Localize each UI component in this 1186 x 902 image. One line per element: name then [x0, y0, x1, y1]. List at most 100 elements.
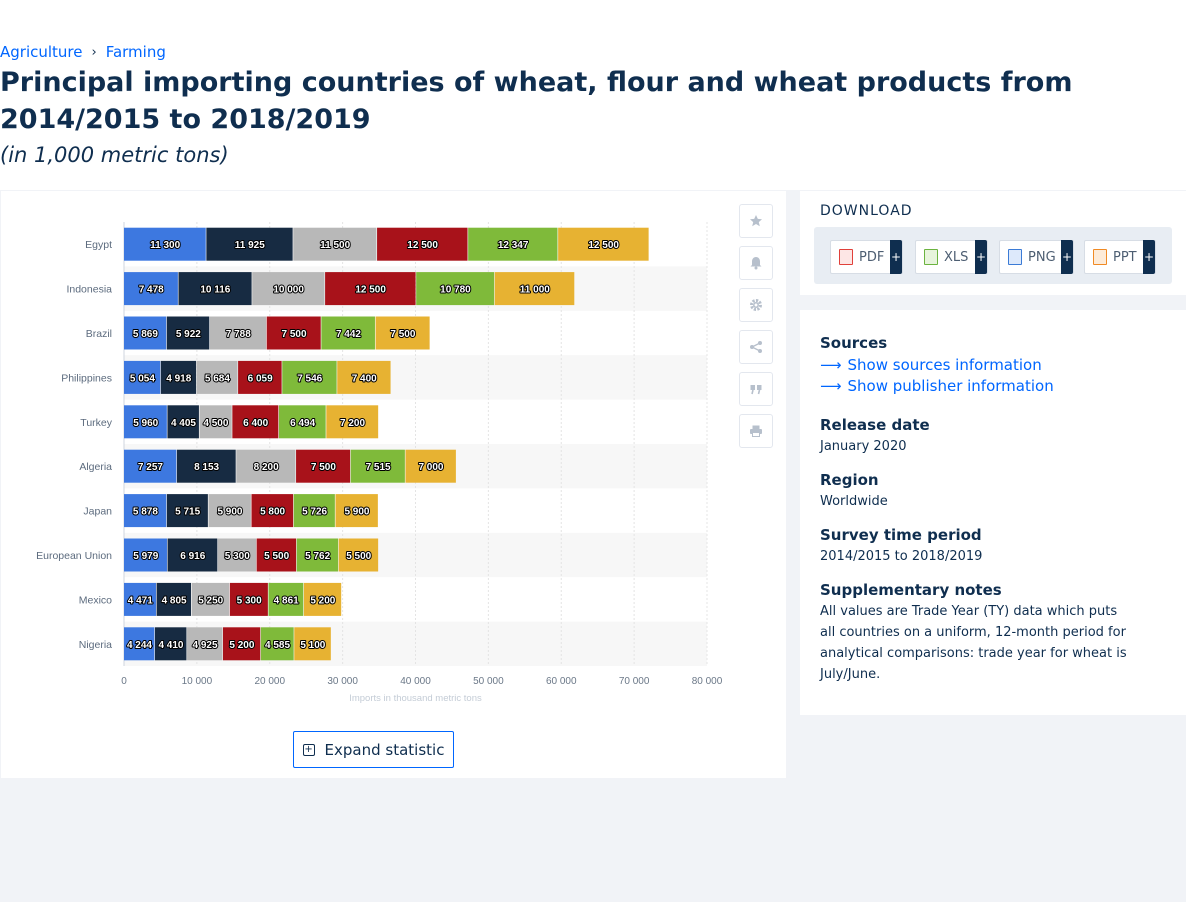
- xls-file-icon: [924, 249, 938, 265]
- bar-segment: [236, 449, 296, 483]
- data-label: 6 059: [248, 373, 273, 384]
- bar-segment: [338, 538, 379, 572]
- breadcrumb-separator: ›: [91, 44, 97, 60]
- notes-value: All values are Trade Year (TY) data whic…: [820, 604, 1127, 682]
- download-ppt-button[interactable]: PPT +: [1084, 240, 1156, 274]
- ppt-file-icon: [1093, 249, 1107, 265]
- bar-segment: [256, 538, 297, 572]
- ppt-label: PPT: [1113, 249, 1137, 265]
- page-subtitle: (in 1,000 metric tons): [0, 143, 229, 167]
- download-heading: DOWNLOAD: [820, 203, 913, 219]
- bar-segment: [229, 582, 268, 616]
- cite-button[interactable]: [739, 372, 773, 406]
- x-tick-label: 20 000: [254, 676, 285, 687]
- bar-segment: [293, 227, 377, 261]
- data-label: 4 410: [158, 640, 183, 651]
- bar-segment: [375, 316, 430, 350]
- bar-segment: [494, 272, 575, 306]
- release-value: January 2020: [820, 439, 907, 454]
- bar-segment: [124, 405, 167, 439]
- data-label: 12 500: [588, 240, 619, 251]
- settings-button[interactable]: [739, 288, 773, 322]
- survey-section: Survey time period 2014/2015 to 2018/201…: [820, 526, 1140, 567]
- info-card: Sources ⟶ Show sources information ⟶ Show …: [800, 310, 1186, 715]
- bar-segment: [124, 627, 155, 661]
- breadcrumb-farming[interactable]: Farming: [105, 43, 166, 61]
- sources-section: Sources ⟶ Show sources information ⟶ Show …: [820, 334, 1140, 395]
- data-label: 5 100: [300, 640, 325, 651]
- notification-button[interactable]: [739, 246, 773, 280]
- bar-segment: [206, 227, 293, 261]
- expand-statistic-button[interactable]: + Expand statistic: [293, 731, 454, 768]
- chart-toolbar: [739, 204, 773, 456]
- data-label: 5 250: [198, 595, 223, 606]
- x-tick-label: 30 000: [327, 676, 358, 687]
- bar-segment: [268, 582, 304, 616]
- bar-segment: [238, 360, 282, 394]
- chart-card: 11 300 11 925 11 500 12 500 12 347 12 500 Egyp…: [1, 191, 786, 778]
- bar-segment: [217, 538, 256, 572]
- survey-value: 2014/2015 to 2018/2019: [820, 549, 983, 564]
- bar-segment: [405, 449, 456, 483]
- x-tick-label: 40 000: [400, 676, 431, 687]
- data-label: 7 500: [311, 462, 336, 473]
- show-sources-link[interactable]: ⟶ Show sources information: [820, 356, 1140, 374]
- x-axis-title: Imports in thousand metric tons: [349, 693, 482, 704]
- print-button[interactable]: [739, 414, 773, 448]
- arrow-right-icon: ⟶: [820, 356, 842, 374]
- category-label: Mexico: [79, 594, 112, 606]
- bar-segment: [377, 227, 468, 261]
- notes-heading: Supplementary notes: [820, 581, 1002, 599]
- bar-segment: [296, 449, 351, 483]
- data-label: 12 347: [498, 240, 529, 251]
- bar-segment: [196, 360, 238, 394]
- star-icon: [750, 215, 762, 227]
- data-label: 7 500: [390, 329, 415, 340]
- bar-segment: [303, 582, 342, 616]
- data-label: 7 500: [281, 329, 306, 340]
- bar-segment: [176, 449, 236, 483]
- download-xls-button[interactable]: XLS +: [915, 240, 988, 274]
- data-label: 5 979: [133, 551, 158, 562]
- breadcrumb-agriculture[interactable]: Agriculture: [0, 43, 83, 61]
- data-label: 7 200: [340, 418, 365, 429]
- category-label: Philippines: [61, 372, 112, 384]
- bar-segment: [154, 627, 187, 661]
- region-heading: Region: [820, 471, 879, 489]
- bar-segment: [124, 360, 161, 394]
- bar-segment: [260, 627, 294, 661]
- data-label: 5 200: [229, 640, 254, 651]
- bar-segment: [160, 360, 197, 394]
- category-label: Indonesia: [66, 284, 112, 296]
- bar-segment: [558, 227, 649, 261]
- region-section: Region Worldwide: [820, 471, 1140, 512]
- xls-plus: +: [975, 240, 987, 274]
- download-pdf-button[interactable]: PDF +: [830, 240, 903, 274]
- data-label: 7 546: [297, 373, 322, 384]
- data-label: 4 805: [162, 595, 187, 606]
- data-label: 11 000: [520, 285, 550, 296]
- data-label: 5 726: [302, 507, 327, 518]
- data-label: 5 878: [133, 507, 158, 518]
- header-area: [0, 0, 1186, 190]
- category-label: Brazil: [86, 328, 112, 340]
- data-label: 5 300: [237, 595, 262, 606]
- data-label: 10 780: [440, 285, 471, 296]
- data-label: 4 925: [192, 640, 217, 651]
- download-bar: PDF + XLS + PNG + PPT +: [814, 227, 1172, 284]
- download-png-button[interactable]: PNG +: [999, 240, 1074, 274]
- bar-segment: [124, 538, 167, 572]
- data-label: 4 918: [166, 373, 191, 384]
- category-label: European Union: [36, 550, 112, 562]
- show-publisher-link[interactable]: ⟶ Show publisher information: [820, 377, 1140, 395]
- share-button[interactable]: [739, 330, 773, 364]
- release-heading: Release date: [820, 416, 930, 434]
- data-label: 10 000: [273, 285, 304, 296]
- category-label: Nigeria: [79, 639, 112, 651]
- expand-icon: +: [302, 743, 315, 756]
- favorite-button[interactable]: [739, 204, 773, 238]
- data-label: 8 153: [194, 462, 219, 473]
- data-label: 6 494: [290, 418, 315, 429]
- category-label: Japan: [83, 506, 112, 518]
- data-label: 5 715: [175, 507, 200, 518]
